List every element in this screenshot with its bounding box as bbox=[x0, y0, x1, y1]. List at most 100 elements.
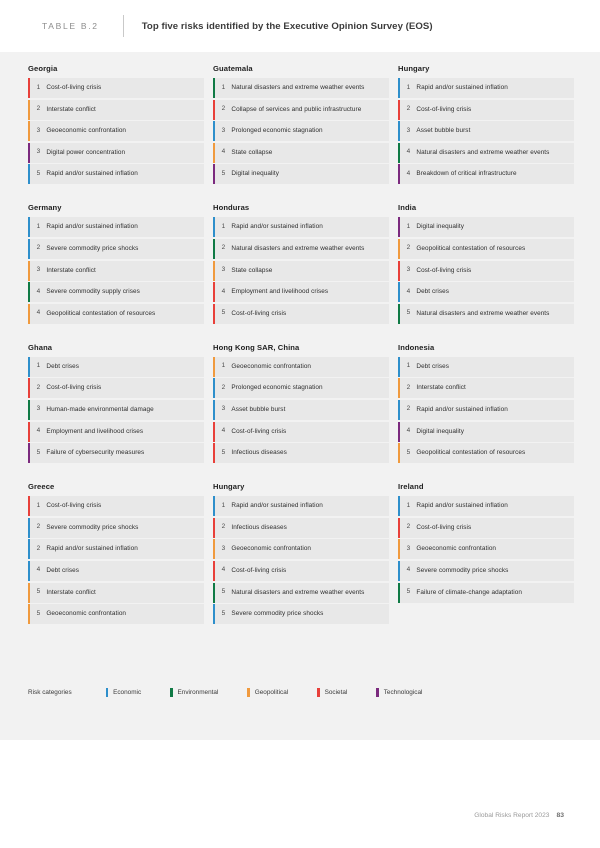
risk-label: Interstate conflict bbox=[416, 384, 466, 392]
risk-label: Geopolitical contestation of resources bbox=[416, 244, 526, 252]
country-name: Hungary bbox=[213, 482, 245, 492]
risk-label: Natural disasters and extreme weather ev… bbox=[231, 84, 365, 91]
footer-page-number: 83 bbox=[556, 812, 564, 819]
risk-rank: 1 bbox=[36, 83, 41, 91]
risk-label: Cost-of-living crisis bbox=[416, 523, 472, 531]
country-grid: Georgia 1 Cost-of-living crisis 2 Interstate… bbox=[28, 64, 574, 643]
category-color-bar bbox=[213, 517, 216, 538]
footer: Global Risks Report 2023 83 bbox=[474, 812, 564, 819]
risk-row: 4 Employment and livelihood crises bbox=[213, 282, 389, 303]
risk-label: State collapse bbox=[231, 148, 273, 156]
risk-row: 3 Cost-of-living crisis bbox=[398, 260, 574, 281]
risk-rank: 3 bbox=[406, 126, 411, 134]
category-color-bar bbox=[213, 378, 216, 399]
risk-label: Breakdown of critical infrastructure bbox=[416, 170, 517, 178]
risk-rank: 1 bbox=[221, 83, 226, 91]
category-color-bar bbox=[28, 303, 31, 324]
category-color-bar bbox=[213, 78, 216, 98]
risk-label: Infectious diseases bbox=[231, 449, 287, 457]
risk-label: Collapse of services and public infrastr… bbox=[231, 105, 362, 113]
risk-list: 1 Rapid and/or sustained inflation 2 Cost-o… bbox=[398, 496, 574, 603]
risk-label: State collapse bbox=[231, 266, 273, 274]
risk-rank: 4 bbox=[406, 427, 411, 435]
risk-label: Digital inequality bbox=[416, 223, 465, 231]
risk-label: Infectious diseases bbox=[231, 523, 287, 531]
category-color-bar bbox=[28, 121, 31, 142]
category-color-bar bbox=[28, 496, 31, 517]
risk-label: Rapid and/or sustained inflation bbox=[416, 84, 508, 91]
risk-row: 4 Geopolitical contestation of resources bbox=[28, 303, 204, 324]
risk-row: 1 Rapid and/or sustained inflation bbox=[213, 496, 389, 517]
risk-label: Rapid and/or sustained inflation bbox=[46, 170, 138, 178]
category-color-bar bbox=[398, 539, 401, 560]
risk-row: 1 Debt crises bbox=[398, 356, 574, 377]
risk-rank: 4 bbox=[221, 148, 226, 156]
risk-rank: 2 bbox=[221, 105, 226, 113]
risk-rank: 2 bbox=[36, 523, 41, 531]
country-block: Greece 1 Cost-of-living crisis 2 Severe comm… bbox=[28, 482, 204, 643]
legend-item-label: Environmental bbox=[177, 689, 219, 696]
risk-rank: 5 bbox=[221, 609, 226, 617]
risk-row: 4 Natural disasters and extreme weather e… bbox=[398, 142, 574, 163]
risk-row: 1 Rapid and/or sustained inflation bbox=[398, 496, 574, 517]
footer-source-text: Global Risks Report 2023 bbox=[474, 812, 550, 819]
risk-label: Interstate conflict bbox=[46, 588, 96, 596]
legend-item: Geopolitical bbox=[247, 688, 288, 697]
risk-row: 3 Geoeconomic confrontation bbox=[398, 539, 574, 560]
risk-list: 1 Digital inequality 2 Geopolitical contest… bbox=[398, 217, 574, 324]
category-color-bar bbox=[213, 217, 216, 238]
country-name: Georgia bbox=[28, 64, 58, 73]
risk-rank: 2 bbox=[36, 544, 41, 552]
risk-rank: 3 bbox=[36, 266, 41, 274]
header-divider bbox=[122, 15, 124, 37]
category-color-bar bbox=[398, 121, 401, 142]
risk-rank: 3 bbox=[221, 266, 226, 274]
category-color-bar bbox=[28, 78, 31, 98]
risk-list: 1 Cost-of-living crisis 2 Severe commodity … bbox=[28, 496, 204, 625]
risk-rank: 3 bbox=[406, 544, 411, 552]
risk-label: Employment and livelihood crises bbox=[231, 288, 329, 296]
risk-row: 5 Rapid and/or sustained inflation bbox=[28, 164, 204, 185]
country-block: Hong Kong SAR, China 1 Geoeconomic confron… bbox=[213, 343, 389, 482]
risk-label: Digital inequality bbox=[416, 427, 465, 435]
risk-rank: 5 bbox=[406, 309, 411, 317]
category-color-bar bbox=[28, 99, 31, 120]
category-color-bar bbox=[398, 217, 401, 238]
legend-item-label: Economic bbox=[113, 689, 142, 696]
category-color-bar bbox=[213, 142, 216, 163]
risk-row: 4 Debt crises bbox=[398, 282, 574, 303]
legend-color-swatch bbox=[317, 688, 320, 697]
risk-rank: 3 bbox=[36, 126, 41, 134]
content-panel: Georgia 1 Cost-of-living crisis 2 Interstate… bbox=[0, 52, 600, 740]
category-color-bar bbox=[213, 303, 216, 324]
country-block: Indonesia 1 Debt crises 2 Interstate conflic… bbox=[398, 343, 574, 482]
category-color-bar bbox=[398, 99, 401, 120]
risk-rank: 1 bbox=[406, 501, 411, 509]
risk-rank: 1 bbox=[36, 362, 41, 370]
category-color-bar bbox=[213, 582, 216, 603]
risk-rank: 5 bbox=[36, 169, 41, 177]
country-block: Honduras 1 Rapid and/or sustained inflatio… bbox=[213, 203, 389, 342]
risk-row: 3 Prolonged economic stagnation bbox=[213, 121, 389, 142]
risk-label: Natural disasters and extreme weather ev… bbox=[231, 244, 365, 252]
risk-label: Rapid and/or sustained inflation bbox=[231, 223, 323, 231]
risk-rank: 2 bbox=[406, 105, 411, 113]
risk-rank: 2 bbox=[221, 244, 226, 252]
category-color-bar bbox=[213, 496, 216, 517]
risk-rank: 5 bbox=[406, 588, 411, 595]
category-color-bar bbox=[28, 217, 31, 238]
risk-row: 5 Geoeconomic confrontation bbox=[28, 604, 204, 625]
risk-row: 3 Geoeconomic confrontation bbox=[213, 539, 389, 560]
risk-rank: 2 bbox=[36, 383, 41, 391]
country-name: Hong Kong SAR, China bbox=[213, 342, 300, 352]
risk-row: 5 Failure of climate-change adaptation bbox=[398, 582, 574, 603]
legend-item: Technological bbox=[376, 688, 422, 697]
risk-label: Severe commodity supply crises bbox=[46, 288, 140, 296]
legend-item-label: Geopolitical bbox=[254, 689, 289, 696]
country-name: Guatemala bbox=[213, 64, 253, 73]
category-color-bar bbox=[28, 260, 31, 281]
risk-rank: 2 bbox=[36, 105, 41, 113]
country-block: Georgia 1 Cost-of-living crisis 2 Interstate… bbox=[28, 64, 204, 203]
category-color-bar bbox=[398, 517, 401, 538]
